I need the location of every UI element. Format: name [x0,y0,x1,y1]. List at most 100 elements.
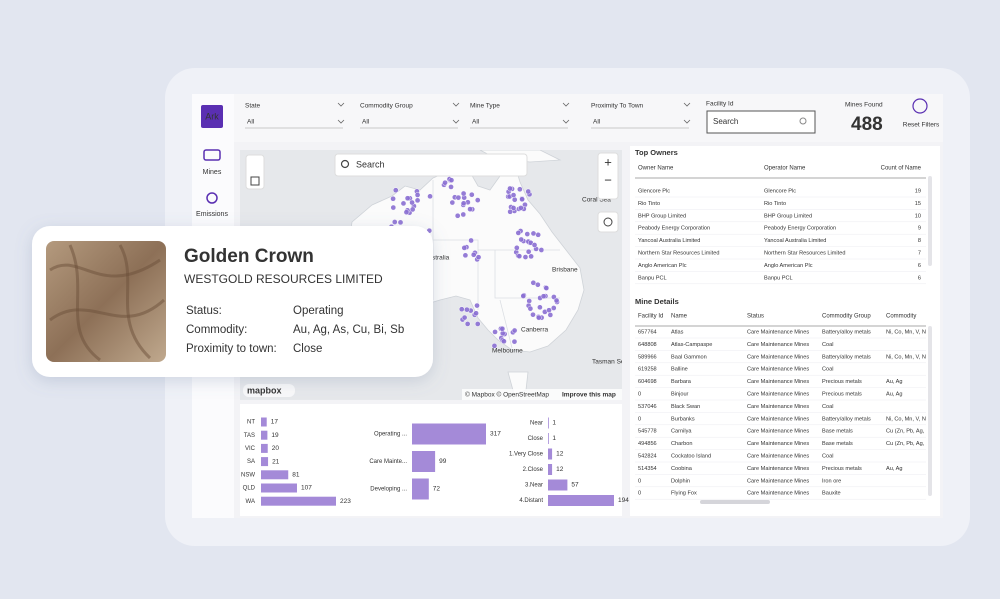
map-point[interactable] [448,177,455,184]
map-point[interactable] [513,244,520,251]
filter-value[interactable]: All [247,119,255,126]
map-point[interactable] [547,312,554,318]
map-point[interactable] [468,191,475,198]
map-point[interactable] [400,200,407,207]
mines-icon[interactable] [203,149,221,161]
bar[interactable] [261,483,297,493]
map-point[interactable] [530,230,537,237]
map-point[interactable] [458,306,465,313]
bar[interactable] [261,417,267,427]
map-point[interactable] [553,297,560,304]
map-point[interactable] [475,254,482,261]
map-point[interactable] [391,219,398,225]
map-point[interactable] [510,205,517,211]
map-point[interactable] [491,342,498,349]
map-point[interactable] [409,206,416,213]
bar[interactable] [548,479,568,491]
map-improve[interactable]: Improve this map [562,392,616,399]
map-point[interactable] [461,314,468,321]
map-point[interactable] [535,314,542,321]
map-point[interactable] [470,251,477,258]
map-point[interactable] [501,338,507,345]
bar[interactable] [548,448,553,460]
map-point[interactable] [464,306,470,313]
map-point[interactable] [442,179,448,186]
bar[interactable] [261,496,336,506]
reset-button[interactable]: Reset Filters [903,122,940,129]
map-point[interactable] [460,211,467,218]
map-point[interactable] [515,230,522,236]
map-point[interactable] [543,285,550,291]
bar[interactable] [261,430,268,440]
map-point[interactable] [511,338,518,345]
map-point[interactable] [455,194,462,201]
bar[interactable] [548,495,614,506]
map-point[interactable] [550,305,557,311]
map-point[interactable] [511,196,518,203]
map-point[interactable] [474,302,480,309]
map-point[interactable] [525,188,532,195]
map-point[interactable] [526,298,533,304]
map-search-placeholder[interactable]: Search [356,159,385,169]
map-point[interactable] [474,321,481,327]
bar[interactable] [412,478,429,500]
zoom-in[interactable]: + [604,154,612,169]
map-point[interactable] [460,200,467,207]
map-point[interactable] [538,247,545,253]
map-point[interactable] [535,231,541,238]
bar[interactable] [261,443,268,453]
map-point[interactable] [404,195,411,202]
map-point[interactable] [409,199,415,206]
map-point[interactable] [427,193,433,200]
map-point[interactable] [531,242,538,248]
map-point[interactable] [524,231,531,237]
bar[interactable] [412,451,436,472]
map-point[interactable] [474,197,481,203]
bar[interactable] [548,464,553,475]
map-point[interactable] [540,293,547,300]
map-point[interactable] [522,254,529,260]
map-point[interactable] [392,187,399,194]
nav-item[interactable]: Mines [203,169,222,176]
reset-icon[interactable] [912,98,928,114]
map-point[interactable] [462,252,469,259]
map-point[interactable] [492,329,498,335]
map-point[interactable] [519,196,525,203]
map-point[interactable] [528,253,534,260]
bar[interactable] [261,470,289,480]
map-point[interactable] [390,204,397,211]
map-point[interactable] [448,184,454,190]
map-point[interactable] [530,311,536,318]
locate-control[interactable] [597,211,619,233]
map-point[interactable] [527,305,534,312]
map-point[interactable] [414,197,421,204]
map-point[interactable] [511,327,518,334]
map-point[interactable] [518,236,525,243]
map-point[interactable] [403,209,410,216]
map-point[interactable] [461,245,468,251]
emissions-icon[interactable] [206,192,218,204]
map-search-box[interactable] [334,153,528,177]
map-point[interactable] [414,192,421,198]
map-point[interactable] [397,219,404,226]
map-point[interactable] [520,293,527,299]
search-placeholder[interactable]: Search [713,117,738,126]
bar[interactable] [261,457,269,467]
filter-value[interactable]: All [472,119,480,126]
map-point[interactable] [507,185,513,192]
nav-item[interactable]: Emissions [196,211,228,218]
zoom-out[interactable]: − [604,172,612,187]
bar[interactable] [548,433,549,444]
map-tools[interactable] [245,154,265,190]
facility-search-box[interactable] [706,110,816,134]
map-point[interactable] [464,321,471,327]
map-point[interactable] [517,186,523,193]
zoom-control[interactable] [597,152,619,200]
map-point[interactable] [454,212,461,219]
bar[interactable] [548,417,549,429]
bar[interactable] [412,423,486,445]
map-point[interactable] [537,304,543,311]
map-point[interactable] [546,307,552,314]
filter-value[interactable]: All [593,119,601,126]
map-point[interactable] [518,205,524,211]
